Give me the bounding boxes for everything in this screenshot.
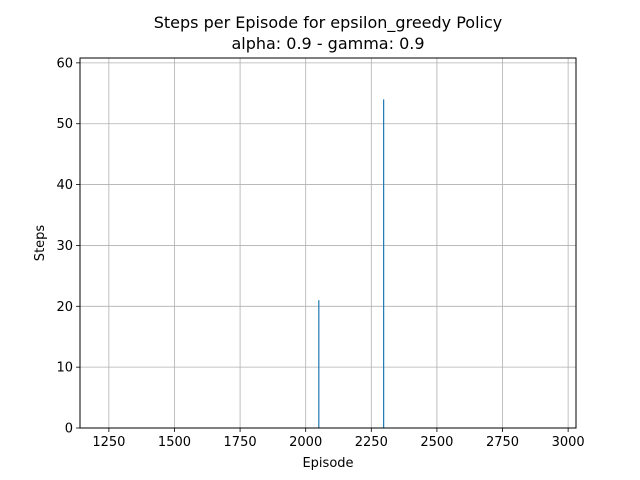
grid [80,58,576,429]
chart-subtitle: alpha: 0.9 - gamma: 0.9 [231,34,424,53]
chart-title: Steps per Episode for epsilon_greedy Pol… [154,13,502,33]
y-tick-label: 60 [56,56,73,71]
x-tick-label: 1250 [92,435,125,450]
x-tick-label: 1500 [158,435,191,450]
y-tick-label: 40 [56,178,73,193]
y-tick-label: 0 [65,422,73,437]
bars [318,99,385,428]
y-tick-label: 50 [56,117,73,132]
y-tick-label: 30 [56,239,73,254]
x-tick-label: 3000 [552,435,585,450]
x-tick-label: 2000 [289,435,322,450]
y-axis-ticks: 0 10 20 30 40 50 60 [56,56,80,437]
x-axis-label: Episode [302,456,353,471]
x-tick-label: 1750 [224,435,257,450]
y-tick-label: 20 [56,300,73,315]
x-axis-ticks: 1250 1500 1750 2000 2250 2500 2750 3000 [92,428,585,450]
x-tick-label: 2750 [486,435,519,450]
x-tick-label: 2250 [355,435,388,450]
bar [318,300,320,428]
x-tick-label: 2500 [420,435,453,450]
y-tick-label: 10 [56,361,73,376]
y-axis-label: Steps [33,225,48,262]
plot-frame [79,57,577,429]
bar [383,99,385,428]
